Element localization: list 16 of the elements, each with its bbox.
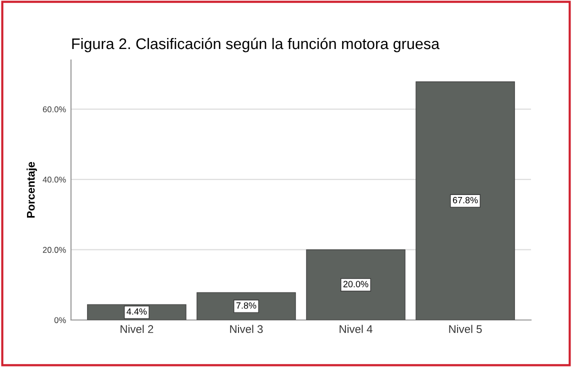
chart-title: Figura 2. Clasificación según la función motora gruesa xyxy=(72,38,440,52)
x-tick-label: Nivel 2 xyxy=(120,324,154,334)
data-label: 67.8% xyxy=(452,196,478,204)
y-tick-label: 20.0% xyxy=(42,246,66,253)
bar xyxy=(306,249,406,320)
y-tick-label: 40.0% xyxy=(42,176,66,183)
data-label: 7.8% xyxy=(236,302,256,309)
x-tick-label: Nivel 3 xyxy=(230,324,263,334)
data-label: 4.4% xyxy=(126,308,147,315)
y-tick-label: 0% xyxy=(54,317,66,324)
x-tick-label: Nivel 5 xyxy=(449,324,482,334)
data-label: 20.0% xyxy=(343,280,368,288)
x-tick-label: Nivel 4 xyxy=(340,324,372,334)
y-tick-label: 60.0% xyxy=(42,106,66,112)
y-axis-title: Porcentaje xyxy=(26,162,37,218)
bar xyxy=(416,81,515,320)
